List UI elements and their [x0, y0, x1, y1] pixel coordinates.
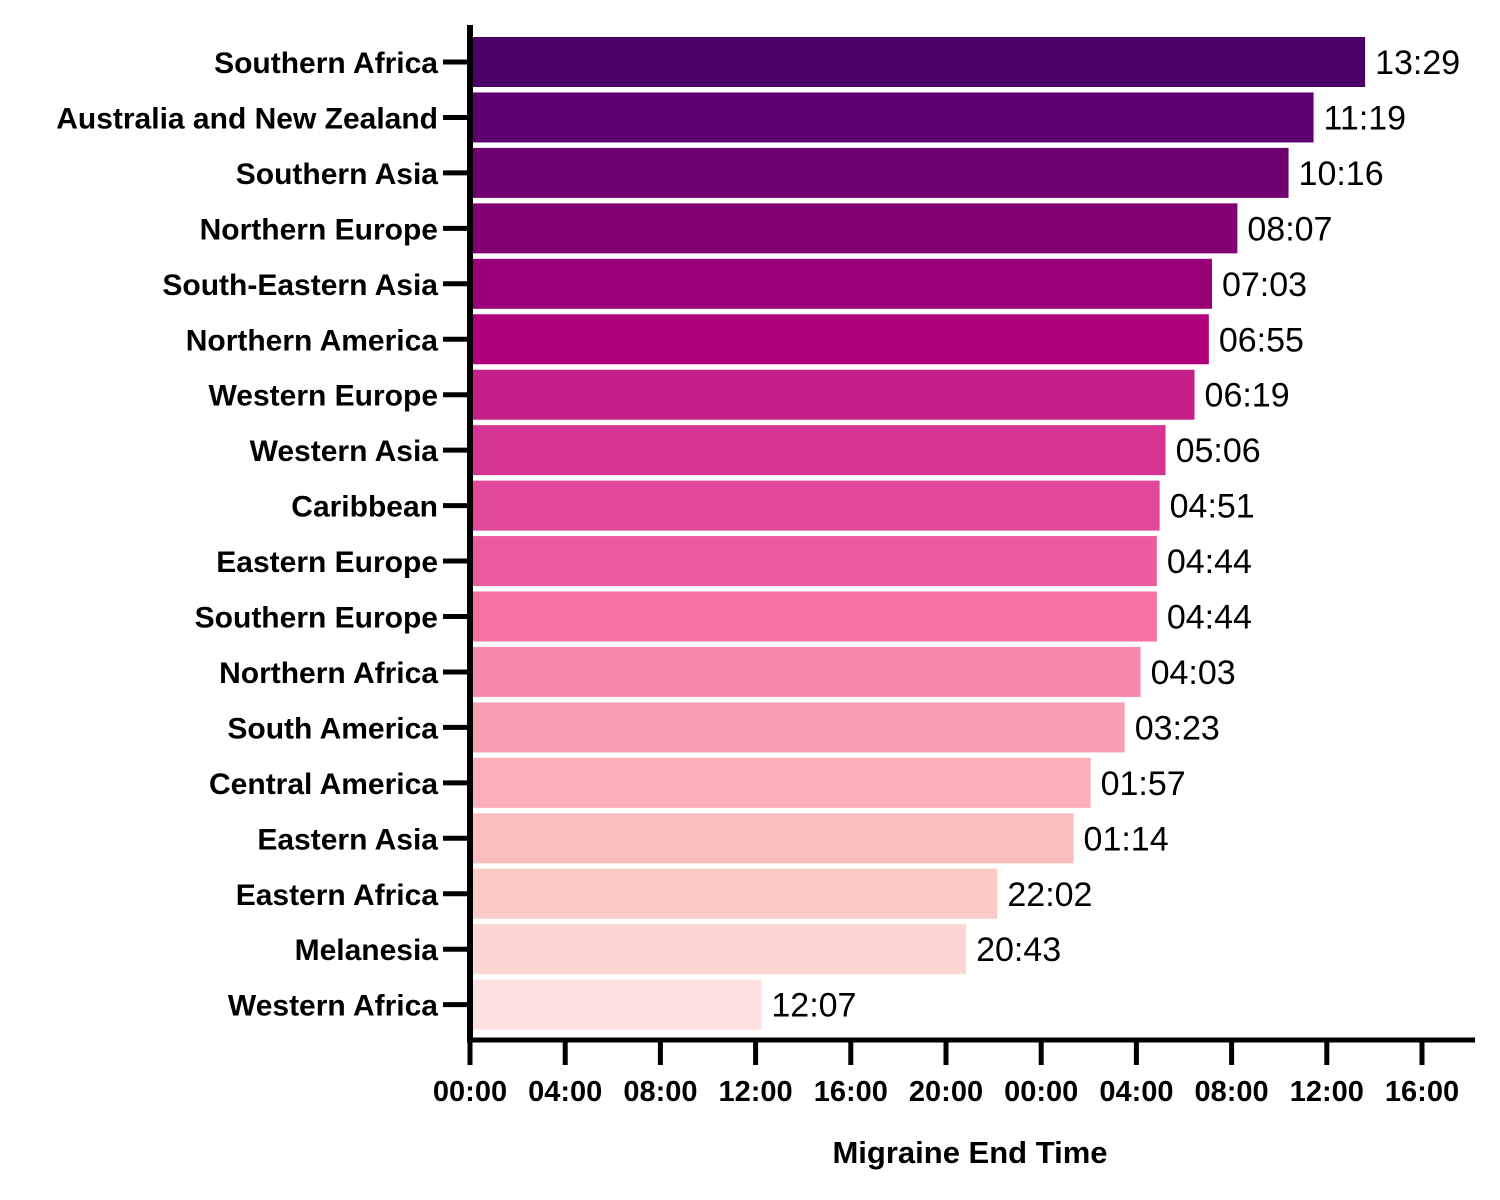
value-label: 01:14	[1084, 820, 1169, 858]
value-label: 04:51	[1170, 488, 1255, 526]
category-label: Eastern Asia	[257, 823, 438, 856]
bar	[473, 868, 998, 919]
bar	[473, 536, 1157, 587]
category-label: Western Asia	[250, 435, 439, 468]
bar	[473, 314, 1209, 365]
bar	[473, 924, 967, 975]
bar	[473, 369, 1195, 420]
value-label: 04:03	[1151, 654, 1236, 692]
bars-group: 13:29 11:19 10:16 08:07 07:03 06:55 06:19 05:06…	[473, 37, 1460, 1030]
category-label: Southern Africa	[214, 47, 438, 80]
value-label: 20:43	[976, 931, 1061, 969]
x-axis: 00:00 04:00 08:00 12:00 16:00 20:00 00:00 04:00…	[433, 1037, 1475, 1108]
x-tick-label: 12:00	[719, 1076, 793, 1108]
value-label: 06:19	[1205, 377, 1290, 415]
value-label: 03:23	[1135, 709, 1220, 747]
value-label: 04:44	[1167, 599, 1252, 637]
bar	[473, 757, 1091, 808]
category-label: Northern Africa	[219, 657, 438, 690]
value-label: 01:57	[1101, 765, 1186, 803]
category-label: Eastern Europe	[216, 546, 438, 579]
category-label: Western Africa	[228, 990, 438, 1023]
x-tick-label: 00:00	[1004, 1076, 1078, 1108]
category-label: Australia and New Zealand	[56, 102, 438, 135]
value-label: 04:44	[1167, 543, 1252, 581]
bar	[473, 813, 1074, 864]
bar	[473, 591, 1157, 642]
category-label: Central America	[209, 768, 438, 801]
x-tick-label: 16:00	[1385, 1076, 1459, 1108]
category-label: Melanesia	[295, 934, 439, 967]
x-tick-label: 08:00	[1195, 1076, 1269, 1108]
x-tick-label: 08:00	[623, 1076, 697, 1108]
bar	[473, 37, 1366, 87]
category-label: South-Eastern Asia	[162, 269, 438, 302]
category-label: Western Europe	[209, 380, 439, 413]
value-label: 10:16	[1299, 155, 1384, 193]
x-tick-label: 04:00	[1099, 1076, 1173, 1108]
category-label: Caribbean	[291, 491, 438, 524]
x-tick-label: 12:00	[1290, 1076, 1364, 1108]
bar	[473, 646, 1141, 697]
value-label: 07:03	[1222, 266, 1307, 304]
bar	[473, 147, 1289, 198]
bar	[473, 92, 1314, 143]
value-label: 06:55	[1219, 321, 1304, 359]
bar	[473, 203, 1238, 254]
category-label: Southern Asia	[236, 158, 439, 191]
bar	[473, 425, 1166, 476]
value-label: 11:19	[1324, 99, 1407, 137]
category-label: Northern Europe	[200, 213, 438, 246]
category-label: Northern America	[186, 324, 439, 357]
category-label: Southern Europe	[195, 602, 438, 635]
value-label: 12:07	[771, 987, 856, 1025]
bar	[473, 258, 1212, 309]
x-tick-label: 20:00	[909, 1076, 983, 1108]
value-label: 22:02	[1007, 876, 1092, 914]
value-label: 08:07	[1247, 210, 1332, 248]
bar	[473, 979, 762, 1030]
bar	[473, 702, 1125, 753]
category-label: South America	[227, 712, 438, 745]
value-label: 05:06	[1176, 432, 1261, 470]
bar	[473, 480, 1160, 531]
y-axis: Southern Africa Australia and New Zealand…	[56, 25, 473, 1043]
x-tick-label: 16:00	[814, 1076, 888, 1108]
x-tick-label: 04:00	[528, 1076, 602, 1108]
category-label: Eastern Africa	[236, 879, 439, 912]
x-axis-title: Migraine End Time	[832, 1135, 1107, 1170]
value-label: 13:29	[1375, 44, 1460, 82]
x-tick-label: 00:00	[433, 1076, 507, 1108]
